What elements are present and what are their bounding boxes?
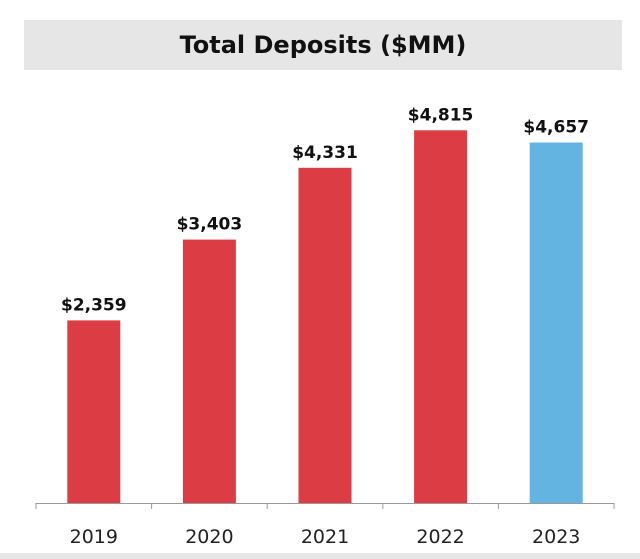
x-tick-labels-group: 2019 2020 2021 2022 2023 bbox=[70, 526, 581, 548]
x-tick-2022: 2022 bbox=[416, 526, 464, 548]
footer-strip bbox=[0, 553, 640, 559]
x-tick-2021: 2021 bbox=[301, 526, 349, 548]
value-label-2019: $2,359 bbox=[61, 295, 127, 315]
bar-2021 bbox=[298, 167, 352, 504]
bar-2023 bbox=[529, 142, 583, 503]
value-label-2022: $4,815 bbox=[408, 105, 474, 125]
value-label-2021: $4,331 bbox=[292, 143, 358, 163]
value-label-2023: $4,657 bbox=[523, 118, 589, 138]
value-labels-group: $2,359 $3,403 $4,331 $4,815 $4,657 bbox=[61, 105, 589, 315]
bar-2020 bbox=[182, 239, 236, 503]
value-label-2020: $3,403 bbox=[177, 215, 243, 235]
bars-group bbox=[67, 130, 583, 504]
x-tick-2019: 2019 bbox=[70, 526, 118, 548]
chart-title-bar: Total Deposits ($MM) bbox=[24, 20, 622, 70]
chart-title: Total Deposits ($MM) bbox=[179, 31, 467, 59]
bar-2019 bbox=[67, 320, 121, 503]
x-axis bbox=[35, 503, 615, 509]
bar-2022 bbox=[414, 130, 468, 504]
x-tick-2020: 2020 bbox=[185, 526, 233, 548]
x-tick-2023: 2023 bbox=[532, 526, 580, 548]
